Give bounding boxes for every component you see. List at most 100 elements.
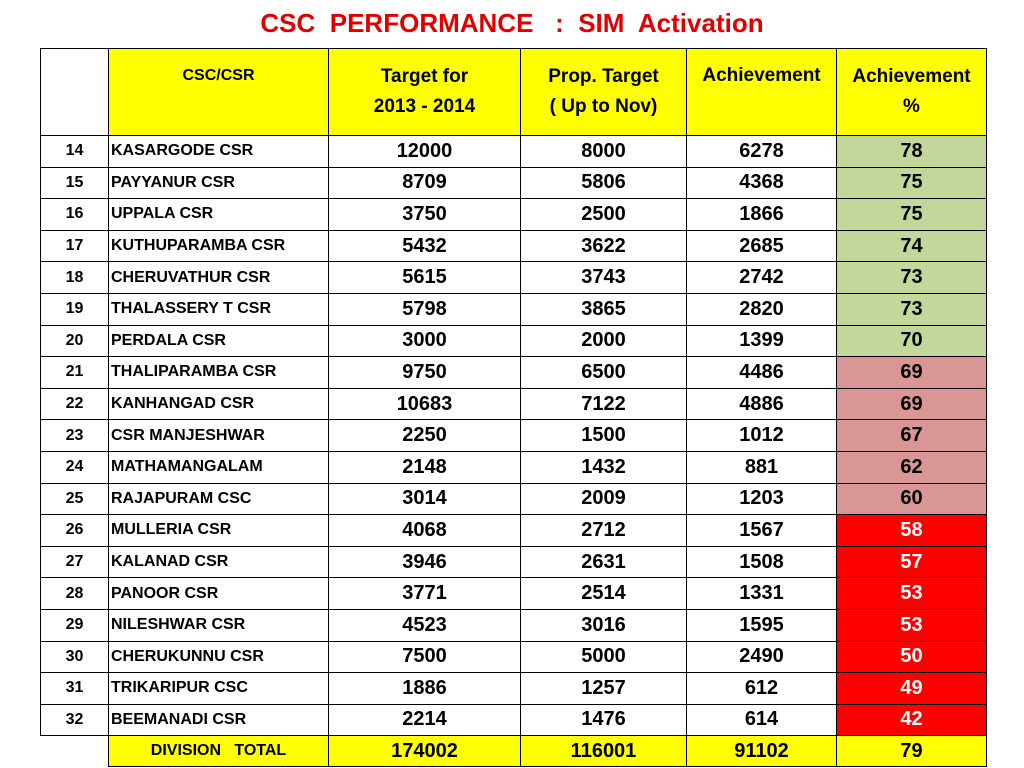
header-prop-line2: ( Up to Nov) xyxy=(549,96,658,117)
row-number: 23 xyxy=(40,419,109,452)
row-achievement-pct: 49 xyxy=(836,672,987,705)
table-row: 21 THALIPARAMBA CSR 9750 6500 4486 69 xyxy=(40,356,987,389)
table-row: 18 CHERUVATHUR CSR 5615 3743 2742 73 xyxy=(40,261,987,294)
total-label: DIVISION TOTAL xyxy=(108,735,329,768)
table-row: 23 CSR MANJESHWAR 2250 1500 1012 67 xyxy=(40,419,987,452)
row-achievement: 4486 xyxy=(686,356,837,389)
header-achievement-pct-line1: Achievement xyxy=(852,66,971,87)
row-prop-target: 1432 xyxy=(520,450,687,484)
row-achievement: 2685 xyxy=(686,229,837,263)
row-achievement-pct: 78 xyxy=(836,135,987,168)
row-csc-name: KANHANGAD CSR xyxy=(108,387,329,421)
row-target: 12000 xyxy=(328,135,521,168)
table-row: 30 CHERUKUNNU CSR 7500 5000 2490 50 xyxy=(40,640,987,674)
header-achievement: Achievement xyxy=(686,48,837,136)
row-prop-target: 2000 xyxy=(520,324,687,358)
row-achievement-pct: 75 xyxy=(836,198,987,231)
row-target: 1886 xyxy=(328,672,521,705)
table-row: 22 KANHANGAD CSR 10683 7122 4886 69 xyxy=(40,387,987,421)
row-number: 15 xyxy=(40,166,109,200)
header-achievement-pct: Achievement % xyxy=(836,48,987,136)
row-achievement: 1203 xyxy=(686,482,837,516)
row-prop-target: 2009 xyxy=(520,482,687,516)
total-target: 174002 xyxy=(328,735,521,768)
row-achievement: 1866 xyxy=(686,198,837,231)
row-target: 2148 xyxy=(328,450,521,484)
page-title: CSC PERFORMANCE : SIM Activation xyxy=(260,8,764,38)
row-achievement: 1567 xyxy=(686,514,837,547)
row-achievement: 612 xyxy=(686,672,837,705)
table-row: 27 KALANAD CSR 3946 2631 1508 57 xyxy=(40,545,987,579)
row-target: 5798 xyxy=(328,292,521,326)
row-prop-target: 2712 xyxy=(520,514,687,547)
row-number: 14 xyxy=(40,135,109,168)
row-achievement-pct: 75 xyxy=(836,166,987,200)
row-achievement: 2742 xyxy=(686,261,837,294)
row-csc-name: THALASSERY T CSR xyxy=(108,292,329,326)
row-number: 30 xyxy=(40,640,109,674)
row-csc-name: PERDALA CSR xyxy=(108,324,329,358)
row-csc-name: BEEMANADI CSR xyxy=(108,703,329,737)
row-csc-name: UPPALA CSR xyxy=(108,198,329,231)
row-achievement-pct: 74 xyxy=(836,229,987,263)
row-target: 5615 xyxy=(328,261,521,294)
header-achievement-pct-line2: % xyxy=(903,96,920,117)
row-csc-name: TRIKARIPUR CSC xyxy=(108,672,329,705)
row-target: 3014 xyxy=(328,482,521,516)
row-number: 27 xyxy=(40,545,109,579)
table-row: 25 RAJAPURAM CSC 3014 2009 1203 60 xyxy=(40,482,987,516)
row-achievement: 881 xyxy=(686,450,837,484)
row-target: 7500 xyxy=(328,640,521,674)
row-achievement: 1012 xyxy=(686,419,837,452)
row-target: 4068 xyxy=(328,514,521,547)
row-csc-name: PAYYANUR CSR xyxy=(108,166,329,200)
header-target: Target for 2013 - 2014 xyxy=(328,48,521,136)
total-achievement-pct: 79 xyxy=(836,735,987,768)
row-achievement: 1399 xyxy=(686,324,837,358)
row-prop-target: 1500 xyxy=(520,419,687,452)
row-csc-name: THALIPARAMBA CSR xyxy=(108,356,329,389)
total-prop-target: 116001 xyxy=(520,735,687,768)
row-prop-target: 7122 xyxy=(520,387,687,421)
table-row: 15 PAYYANUR CSR 8709 5806 4368 75 xyxy=(40,166,987,200)
header-csc: CSC/CSR xyxy=(108,48,329,136)
row-number: 20 xyxy=(40,324,109,358)
row-number: 22 xyxy=(40,387,109,421)
row-target: 3771 xyxy=(328,577,521,610)
table-body: CSC/CSR Target for 2013 - 2014 Prop. Tar… xyxy=(40,48,987,768)
row-achievement: 1508 xyxy=(686,545,837,579)
table-row: 31 TRIKARIPUR CSC 1886 1257 612 49 xyxy=(40,672,987,705)
row-number: 16 xyxy=(40,198,109,231)
row-prop-target: 2631 xyxy=(520,545,687,579)
total-blank-cell xyxy=(40,735,109,767)
row-csc-name: KASARGODE CSR xyxy=(108,135,329,168)
row-achievement: 614 xyxy=(686,703,837,737)
row-achievement: 6278 xyxy=(686,135,837,168)
row-number: 24 xyxy=(40,450,109,484)
row-csc-name: MATHAMANGALAM xyxy=(108,450,329,484)
row-target: 9750 xyxy=(328,356,521,389)
row-csc-name: KALANAD CSR xyxy=(108,545,329,579)
row-target: 8709 xyxy=(328,166,521,200)
row-csc-name: NILESHWAR CSR xyxy=(108,608,329,642)
row-achievement-pct: 42 xyxy=(836,703,987,737)
header-prop-line1: Prop. Target xyxy=(548,66,659,87)
row-achievement: 4886 xyxy=(686,387,837,421)
row-achievement-pct: 53 xyxy=(836,608,987,642)
row-csc-name: PANOOR CSR xyxy=(108,577,329,610)
row-number: 19 xyxy=(40,292,109,326)
row-csc-name: MULLERIA CSR xyxy=(108,514,329,547)
header-prop-target: Prop. Target ( Up to Nov) xyxy=(520,48,687,136)
row-achievement-pct: 67 xyxy=(836,419,987,452)
row-number: 18 xyxy=(40,261,109,294)
row-achievement-pct: 58 xyxy=(836,514,987,547)
table-row: 28 PANOOR CSR 3771 2514 1331 53 xyxy=(40,577,987,610)
table-row: 29 NILESHWAR CSR 4523 3016 1595 53 xyxy=(40,608,987,642)
row-prop-target: 3743 xyxy=(520,261,687,294)
total-row: DIVISION TOTAL 174002 116001 91102 79 xyxy=(40,735,987,768)
row-target: 3750 xyxy=(328,198,521,231)
row-target: 3000 xyxy=(328,324,521,358)
row-prop-target: 5000 xyxy=(520,640,687,674)
row-achievement-pct: 73 xyxy=(836,261,987,294)
row-target: 2214 xyxy=(328,703,521,737)
